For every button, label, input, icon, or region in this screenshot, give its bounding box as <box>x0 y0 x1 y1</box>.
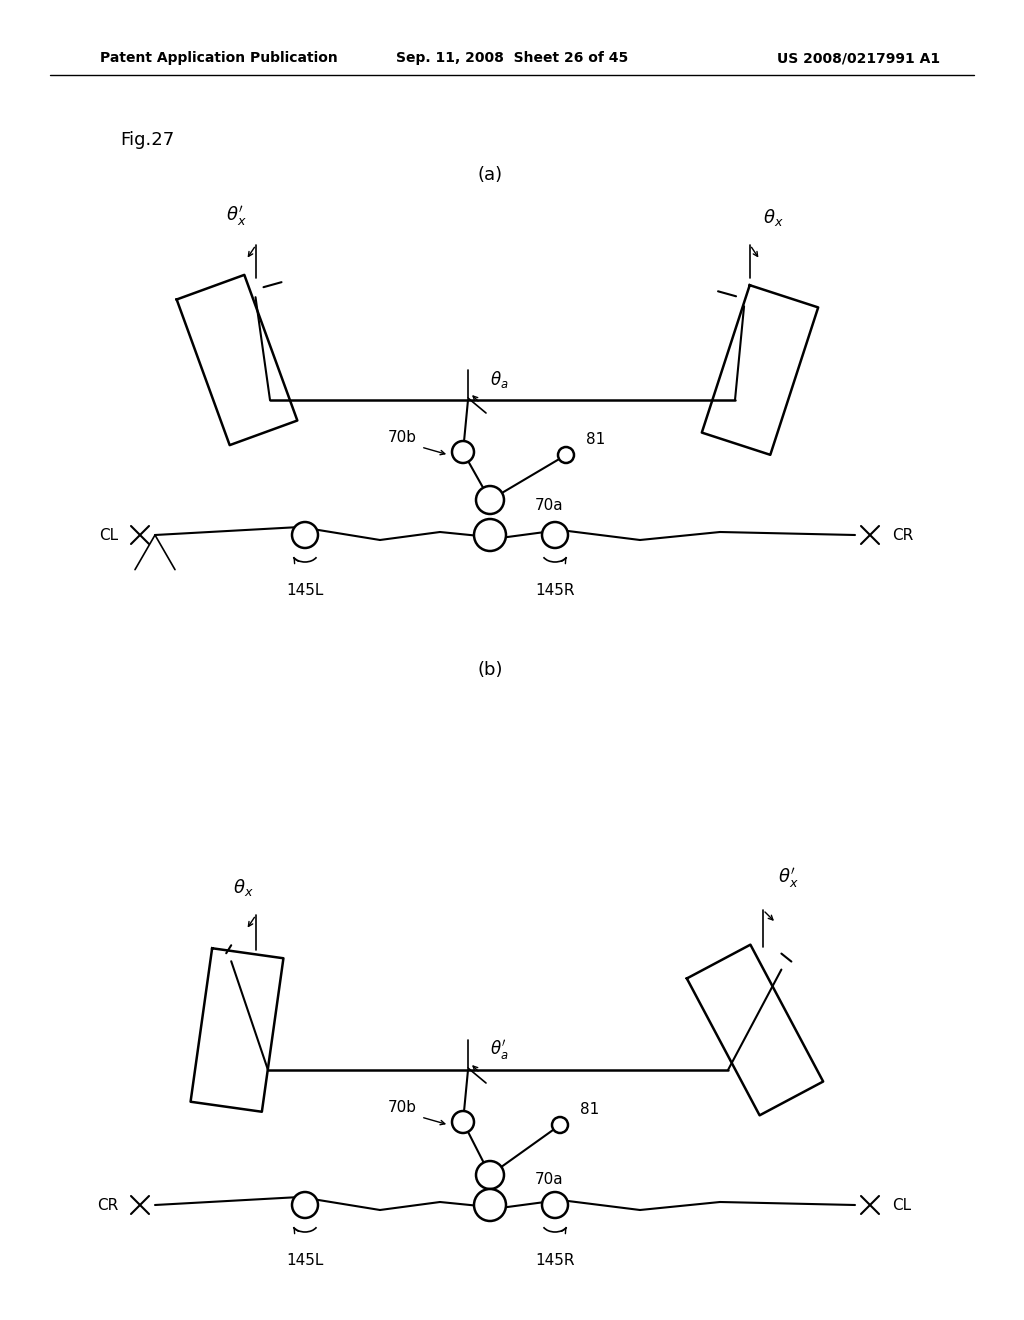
Text: US 2008/0217991 A1: US 2008/0217991 A1 <box>777 51 940 65</box>
Text: Patent Application Publication: Patent Application Publication <box>100 51 338 65</box>
Circle shape <box>292 521 318 548</box>
Text: CL: CL <box>99 528 118 543</box>
Text: (b): (b) <box>477 661 503 678</box>
Text: 70a: 70a <box>535 1172 563 1188</box>
Text: Sep. 11, 2008  Sheet 26 of 45: Sep. 11, 2008 Sheet 26 of 45 <box>396 51 628 65</box>
Text: $\theta_a$: $\theta_a$ <box>490 370 509 391</box>
Text: 81: 81 <box>580 1102 599 1118</box>
Text: 145L: 145L <box>287 1253 324 1269</box>
Circle shape <box>476 486 504 513</box>
Circle shape <box>558 447 574 463</box>
Circle shape <box>292 1192 318 1218</box>
Text: $\theta_a'$: $\theta_a'$ <box>490 1038 509 1063</box>
Text: $\theta_x$: $\theta_x$ <box>763 207 783 228</box>
Circle shape <box>452 1111 474 1133</box>
Text: 70a: 70a <box>535 498 563 512</box>
Text: CR: CR <box>892 528 913 543</box>
Circle shape <box>476 1162 504 1189</box>
Text: 70b: 70b <box>388 429 417 445</box>
Text: 145R: 145R <box>536 1253 574 1269</box>
Text: $\theta_x'$: $\theta_x'$ <box>225 205 247 228</box>
Text: Fig.27: Fig.27 <box>120 131 174 149</box>
Text: CR: CR <box>96 1197 118 1213</box>
Circle shape <box>474 519 506 550</box>
Circle shape <box>552 1117 568 1133</box>
Text: CL: CL <box>892 1197 911 1213</box>
Circle shape <box>542 1192 568 1218</box>
Text: 145L: 145L <box>287 583 324 598</box>
Circle shape <box>474 1189 506 1221</box>
Text: 145R: 145R <box>536 583 574 598</box>
Circle shape <box>452 441 474 463</box>
Circle shape <box>542 521 568 548</box>
Text: (a): (a) <box>477 166 503 183</box>
Text: $\theta_x$: $\theta_x$ <box>232 876 253 898</box>
Text: 70b: 70b <box>388 1100 417 1114</box>
Text: 81: 81 <box>586 433 605 447</box>
Text: $\theta_x'$: $\theta_x'$ <box>777 866 799 890</box>
